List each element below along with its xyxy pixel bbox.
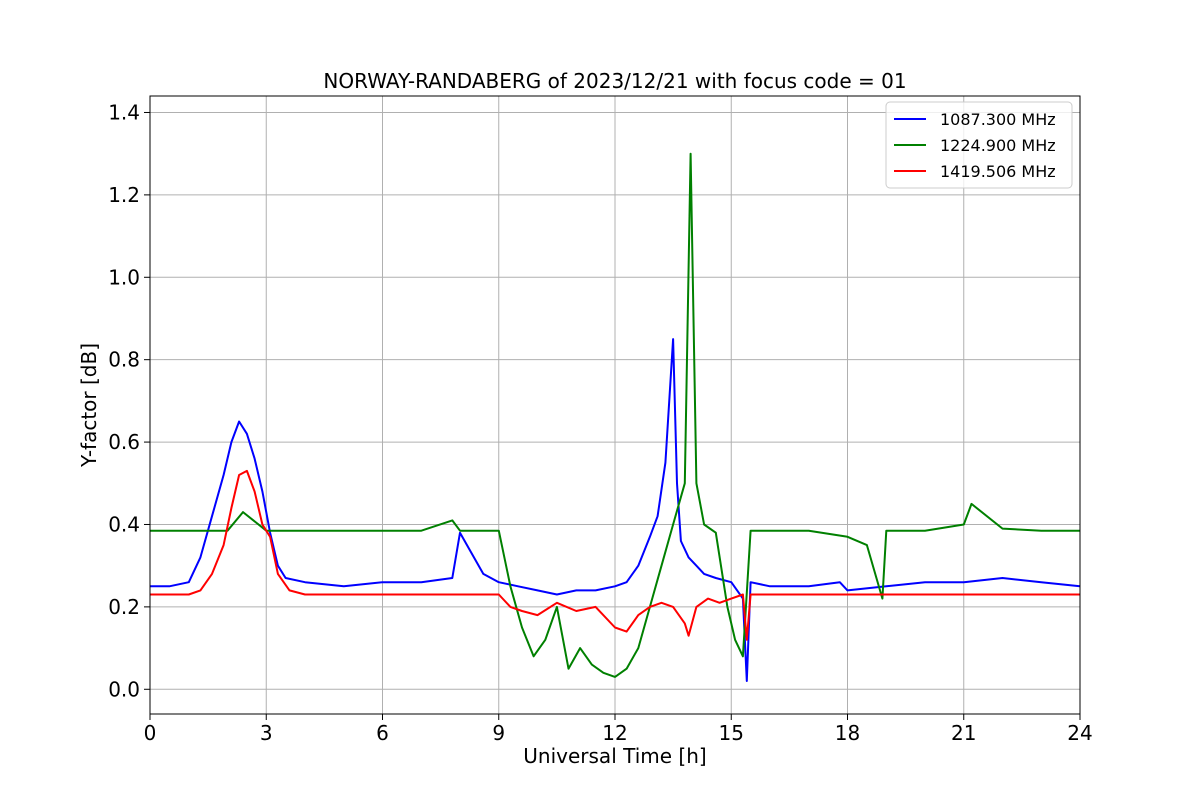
x-axis-label: Universal Time [h] [523,744,706,768]
x-tick-label-0: 0 [144,721,157,745]
series-line-2 [150,469,1080,641]
legend-box [885,101,1073,189]
series-lines [150,152,1081,682]
legend-label-1224: 1224.900 MHz [940,136,1056,155]
y-tick-label-5: 1.0 [108,265,140,289]
legend: 1087.300 MHz 1224.900 MHz 1419.506 MHz [885,101,1073,189]
legend-label-1087: 1087.300 MHz [940,110,1056,129]
x-tick-label-5: 15 [719,721,744,745]
y-tick-label-7: 1.4 [108,100,140,124]
series-line-1 [150,152,1080,678]
legend-label-1419: 1419.506 MHz [940,162,1056,181]
y-tick-label-4: 0.8 [108,348,140,372]
x-tick-label-1: 3 [260,721,273,745]
x-tick-label-3: 9 [492,721,505,745]
axis-ticks: 0 3 6 9 12 15 18 21 24 0.0 0.2 0.4 0.6 0.8 1.0 1.2 1.4 [108,100,1093,745]
y-tick-label-6: 1.2 [108,183,140,207]
series-line-0 [150,338,1081,682]
y-tick-label-3: 0.6 [108,430,140,454]
x-tick-label-6: 18 [835,721,860,745]
y-tick-label-2: 0.4 [108,512,140,536]
chart-title: NORWAY-RANDABERG of 2023/12/21 with focu… [323,69,906,93]
x-tick-label-8: 24 [1067,721,1092,745]
grid-lines [149,96,1081,714]
y-tick-label-0: 0.0 [108,677,140,701]
y-axis-label: Y-factor [dB] [77,343,101,468]
x-tick-label-4: 12 [602,721,627,745]
x-tick-label-7: 21 [951,721,976,745]
x-tick-label-2: 6 [376,721,389,745]
y-tick-label-1: 0.2 [108,595,140,619]
